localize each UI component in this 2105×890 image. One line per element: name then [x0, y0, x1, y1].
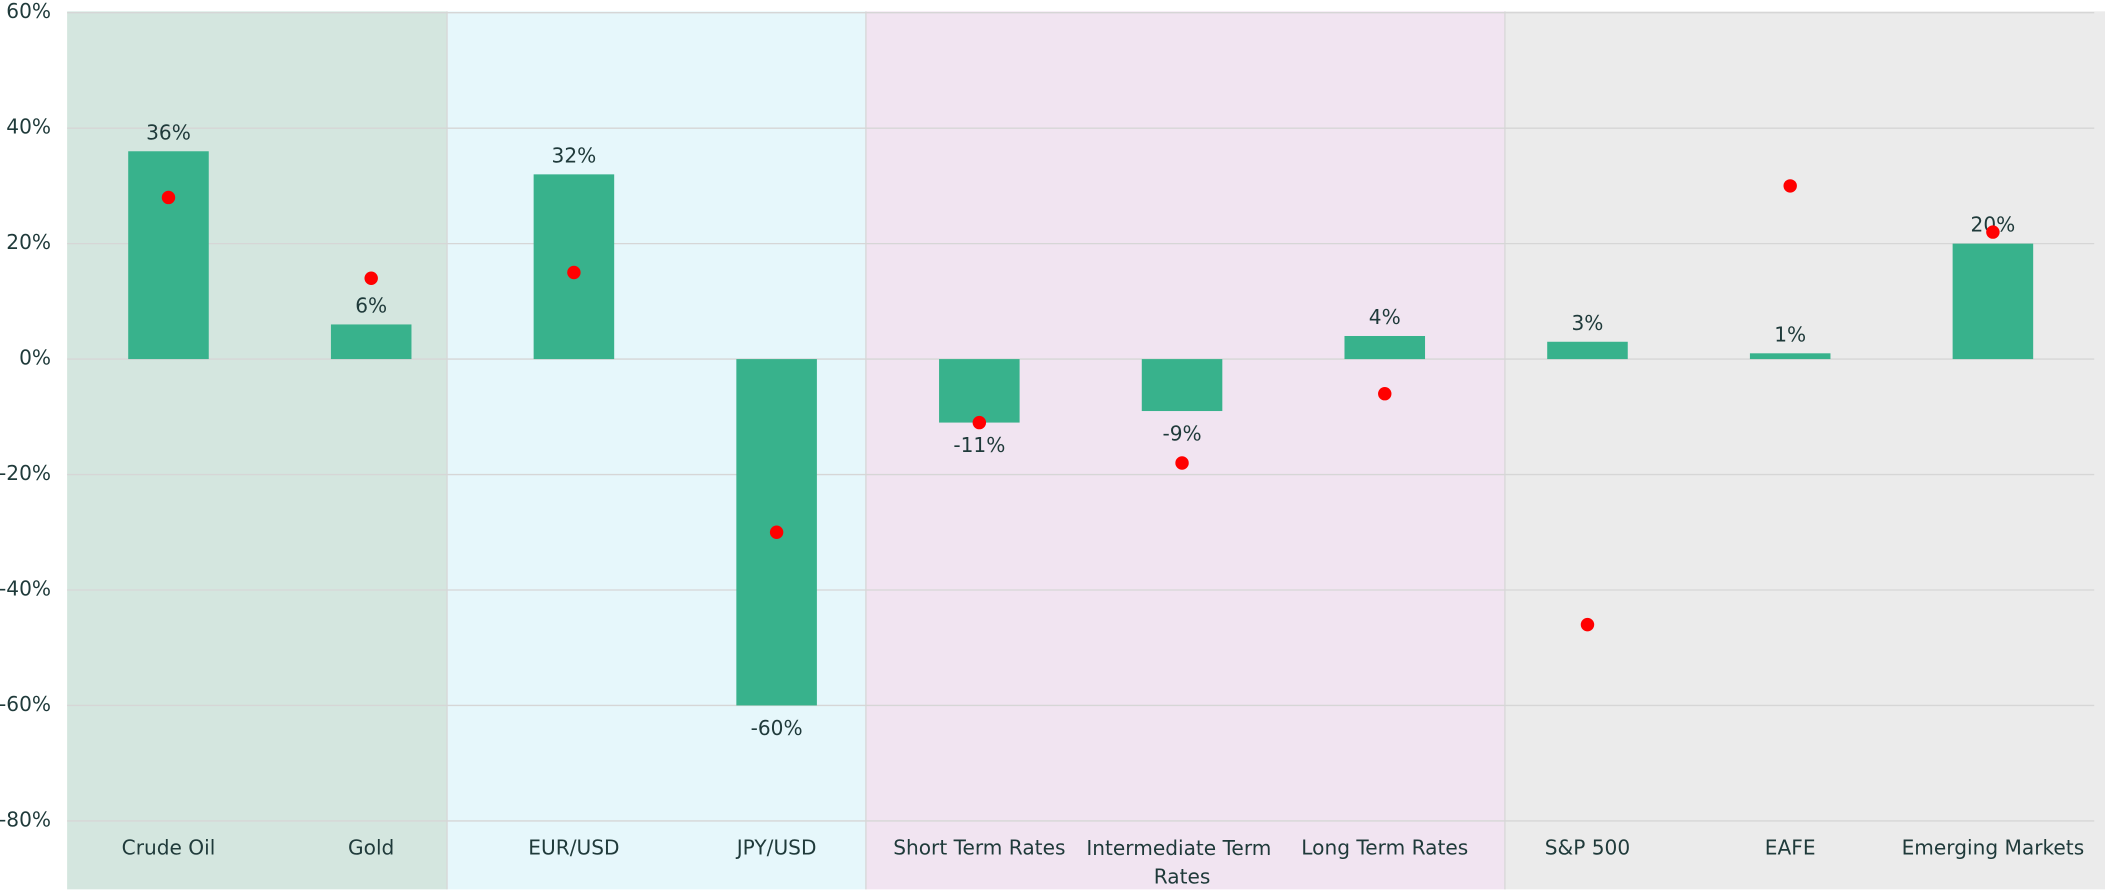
group-band: [1504, 11, 2105, 890]
data-label: 1%: [1774, 322, 1806, 346]
y-tick-label: -20%: [0, 461, 51, 485]
data-label: 6%: [355, 293, 387, 317]
dot: [161, 190, 176, 205]
bar: [939, 359, 1020, 423]
dot: [1986, 225, 2000, 239]
x-tick-label: JPY/USD: [735, 836, 817, 860]
data-label: 3%: [1572, 311, 1604, 335]
x-tick-label: Emerging Markets: [1902, 836, 2085, 860]
y-tick-label: 0%: [19, 346, 51, 370]
data-label: -60%: [751, 716, 803, 740]
x-tick-label-line: Intermediate Term: [1086, 836, 1277, 860]
y-tick-label: 20%: [6, 230, 51, 254]
y-tick-label: 40%: [6, 115, 51, 139]
dot: [1378, 387, 1392, 401]
bar: [1547, 341, 1628, 360]
y-tick-label: -80%: [0, 807, 51, 831]
group-band: [67, 11, 448, 890]
data-label: -9%: [1162, 422, 1201, 446]
y-tick-label: -40%: [0, 576, 51, 600]
bar: [1141, 359, 1223, 412]
x-tick-label: S&P 500: [1545, 836, 1630, 860]
dot: [769, 525, 784, 539]
dot: [1783, 179, 1797, 193]
dot: [1580, 617, 1595, 632]
bar: [1749, 353, 1831, 360]
data-label: 36%: [146, 120, 191, 144]
x-tick-label: EUR/USD: [528, 836, 619, 860]
bar: [1344, 335, 1426, 360]
dot: [972, 415, 987, 430]
x-tick-label: Crude Oil: [122, 836, 216, 860]
dot: [567, 265, 581, 280]
group-band: [865, 11, 1505, 890]
x-tick-label-line: Rates: [1154, 864, 1211, 888]
dot: [1175, 456, 1189, 470]
x-tick-label: Short Term Rates: [893, 836, 1065, 860]
data-label: 4%: [1369, 305, 1401, 329]
bar: [330, 324, 412, 360]
bar: [128, 151, 209, 360]
bar: [1952, 243, 2034, 360]
y-tick-label: -60%: [0, 692, 51, 716]
x-tick-label: EAFE: [1765, 836, 1816, 860]
data-label: 32%: [552, 143, 597, 167]
y-tick-label: 60%: [6, 0, 51, 23]
x-tick-label: Gold: [348, 836, 394, 860]
x-tick-label: Long Term Rates: [1301, 836, 1468, 860]
dot: [364, 271, 378, 285]
x-tick-label: Intermediate Term Rates: [1086, 836, 1277, 888]
data-label: -11%: [953, 433, 1005, 457]
